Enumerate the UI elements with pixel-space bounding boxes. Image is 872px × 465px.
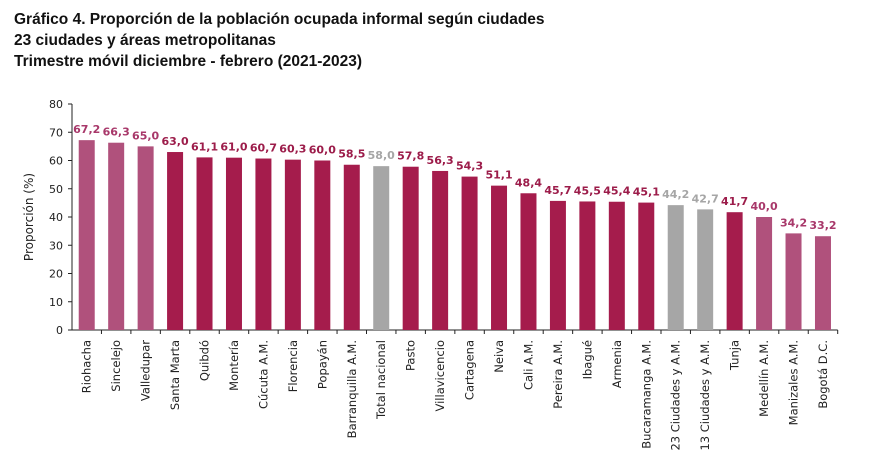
data-label: 45,5 [574, 184, 601, 197]
bar [225, 157, 242, 330]
data-label: 44,2 [662, 188, 689, 201]
data-label: 57,8 [397, 150, 424, 163]
data-label: 60,7 [250, 142, 277, 155]
data-label: 61,0 [220, 141, 247, 154]
x-tick-label: Medellín A.M. [757, 340, 771, 417]
bar [461, 176, 478, 330]
bar [402, 166, 419, 330]
x-tick-label: Cali A.M. [521, 340, 535, 390]
x-tick-label: Manizales A.M. [787, 340, 801, 425]
bar [314, 160, 331, 330]
x-tick-label: Popayán [315, 340, 329, 389]
x-tick-label: Armenia [610, 340, 624, 388]
x-tick-label: Villavicencio [433, 340, 447, 412]
data-label: 63,0 [162, 135, 189, 148]
y-axis-label: Proporción (%) [22, 173, 36, 261]
data-label: 40,0 [751, 200, 778, 213]
bar [78, 140, 95, 330]
x-tick-label: Florencia [286, 340, 300, 392]
data-label: 60,0 [309, 144, 336, 157]
bar [108, 142, 125, 330]
chart-title-block: Gráfico 4. Proporción de la población oc… [14, 9, 545, 72]
data-label: 51,1 [485, 169, 512, 182]
y-tick-label: 50 [49, 183, 63, 196]
bar [697, 209, 714, 330]
y-tick-label: 80 [49, 98, 63, 111]
data-label: 66,3 [103, 126, 130, 139]
bar [608, 201, 625, 330]
x-tick-label: Pereira A.M. [551, 340, 565, 409]
x-tick-label: Montería [227, 340, 241, 391]
x-tick-label: Barranquilla A.M. [345, 340, 359, 438]
bar [638, 202, 655, 330]
data-label: 45,4 [603, 185, 630, 198]
x-tick-label: Santa Marta [168, 340, 182, 410]
x-tick-label: Ibagué [580, 340, 594, 379]
x-tick-label: Tunja [728, 340, 742, 371]
bar [284, 159, 301, 330]
bar [373, 166, 390, 330]
y-tick-label: 70 [49, 126, 63, 139]
data-label: 42,7 [692, 192, 719, 205]
bar [814, 236, 831, 330]
bar [137, 146, 154, 330]
data-label: 56,3 [427, 154, 454, 167]
y-tick-label: 30 [49, 239, 63, 252]
data-label: 67,2 [73, 123, 100, 136]
y-tick-label: 60 [49, 155, 63, 168]
data-label: 45,7 [544, 184, 571, 197]
data-label: 48,4 [515, 176, 542, 189]
bar [549, 200, 566, 330]
data-label: 45,1 [633, 186, 660, 199]
y-tick-label: 20 [49, 268, 63, 281]
x-tick-label: Cartagena [463, 340, 477, 400]
bar [726, 212, 743, 330]
data-label: 41,7 [721, 195, 748, 208]
bar [167, 152, 184, 330]
bar [785, 233, 802, 330]
bar [491, 185, 508, 330]
x-tick-label: 23 Ciudades y A.M. [669, 340, 683, 451]
x-tick-label: Pasto [404, 340, 418, 371]
x-tick-label: Bogotá D.C. [816, 340, 830, 409]
chart-title: Gráfico 4. Proporción de la población oc… [14, 11, 545, 28]
bar [756, 217, 773, 330]
chart-subtitle-period: Trimestre móvil diciembre - febrero (202… [14, 53, 363, 70]
bar [667, 205, 684, 330]
data-label: 33,2 [809, 219, 836, 232]
data-label: 58,5 [338, 148, 365, 161]
x-tick-label: Cúcuta A.M. [256, 340, 270, 409]
x-tick-label: Bucaramanga A.M. [639, 340, 653, 449]
y-tick-label: 0 [56, 324, 63, 337]
bar [196, 157, 213, 330]
chart-subtitle: 23 ciudades y áreas metropolitanas [14, 32, 276, 49]
x-tick-label: 13 Ciudades y A.M. [698, 340, 712, 451]
x-tick-label: Valledupar [139, 340, 153, 401]
bar [255, 158, 272, 330]
data-label: 61,1 [191, 140, 218, 153]
x-tick-label: Total nacional [374, 340, 388, 420]
bar [343, 164, 360, 330]
y-tick-label: 10 [49, 296, 63, 309]
data-label: 54,3 [456, 160, 483, 173]
bar [579, 201, 596, 330]
x-tick-label: Neiva [492, 340, 506, 373]
y-tick-label: 40 [49, 211, 63, 224]
x-tick-label: Quibdó [198, 340, 212, 381]
data-label: 58,0 [368, 149, 395, 162]
bar [432, 170, 449, 330]
data-label: 65,0 [132, 129, 159, 142]
bar [520, 193, 537, 330]
x-tick-label: Sincelejo [109, 340, 123, 392]
data-label: 60,3 [279, 143, 306, 156]
data-label: 34,2 [780, 216, 807, 229]
x-tick-label: Riohacha [80, 340, 94, 393]
